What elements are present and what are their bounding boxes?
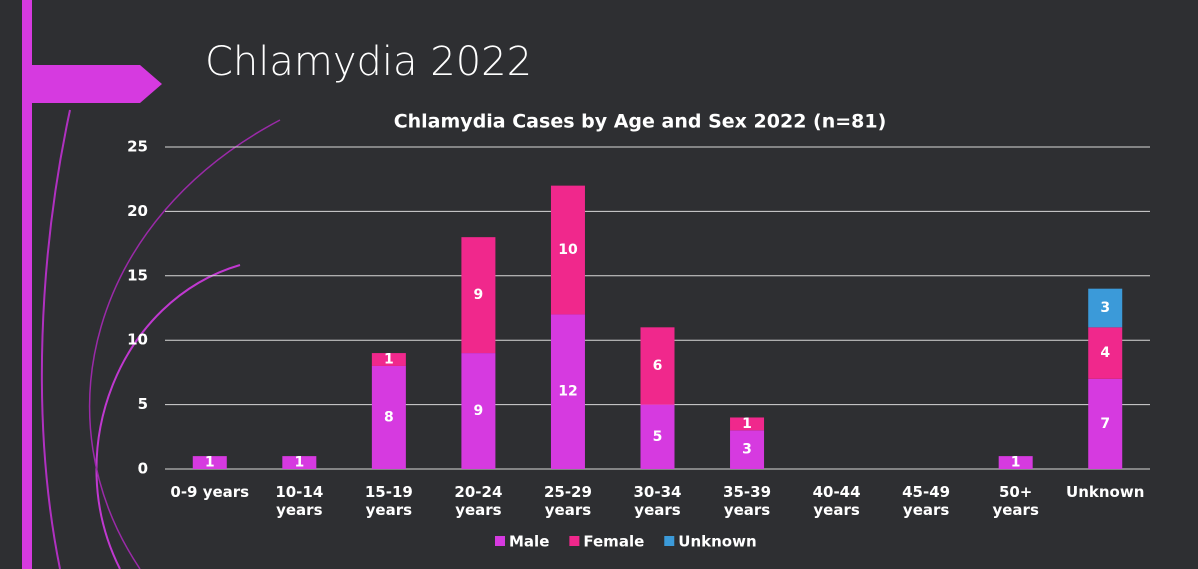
bar-segment — [192, 456, 227, 469]
curve-decoration — [40, 109, 71, 569]
y-tick-label: 15 — [127, 266, 148, 284]
y-tick-label: 0 — [138, 460, 148, 478]
data-label: 1 — [742, 416, 752, 432]
data-label: 5 — [653, 429, 663, 445]
data-label: 9 — [474, 287, 484, 303]
data-label: 9 — [474, 403, 484, 419]
data-label: 3 — [742, 442, 752, 458]
x-tick-label: 20-24 years — [454, 483, 503, 519]
x-tick-label: 15-19 years — [364, 483, 413, 519]
data-label: 1 — [294, 455, 304, 471]
bar-segment — [550, 185, 585, 315]
bar-segment — [371, 365, 406, 469]
y-tick-label: 5 — [138, 395, 148, 413]
legend-swatch — [569, 536, 580, 546]
data-label: 12 — [558, 384, 577, 400]
data-label: 1 — [205, 455, 215, 471]
x-tick-label: Unknown — [1066, 483, 1145, 501]
x-tick-label: 25-29 years — [543, 483, 592, 519]
bar-segment — [1088, 378, 1123, 469]
bar-segment — [1088, 327, 1123, 379]
data-label: 7 — [1100, 416, 1110, 432]
x-tick-label: 35-39 years — [723, 483, 772, 519]
arrow-decoration — [22, 65, 162, 103]
bar-segment — [371, 353, 406, 366]
legend-swatch — [495, 536, 505, 546]
x-tick-label: 0-9 years — [170, 483, 250, 501]
data-label: 1 — [384, 352, 394, 368]
bar-segment — [730, 430, 765, 469]
data-label: 6 — [653, 358, 663, 374]
data-label: 3 — [1100, 300, 1110, 316]
legend-swatch — [664, 536, 675, 546]
bar-segment — [282, 456, 317, 469]
x-tick-label: 40-44 years — [812, 483, 861, 519]
curve-decoration — [89, 119, 281, 569]
bar-segment — [461, 353, 496, 469]
x-tick-label: 45-49 years — [902, 483, 951, 519]
slide-title: Chlamydia 2022 — [205, 39, 532, 85]
bar-segment — [730, 417, 765, 431]
bar-segment — [1088, 288, 1123, 328]
data-label: 10 — [558, 242, 578, 258]
data-label: 8 — [384, 409, 394, 425]
x-tick-label: 30-34 years — [633, 483, 682, 519]
y-tick-label: 25 — [127, 138, 148, 156]
chart-title: Chlamydia Cases by Age and Sex 2022 (n=8… — [394, 111, 887, 133]
x-tick-label: 10-14 years — [275, 483, 324, 519]
legend-label: Female — [583, 533, 644, 551]
bar-segment — [550, 314, 585, 469]
data-label: 4 — [1100, 345, 1110, 361]
data-label: 1 — [1011, 455, 1021, 471]
bar-segment — [640, 327, 675, 405]
bar-segment — [640, 404, 675, 469]
y-tick-label: 20 — [127, 202, 148, 220]
side-strip — [22, 0, 32, 569]
x-tick-label: 50+ years — [992, 483, 1039, 519]
y-tick-label: 10 — [127, 331, 148, 349]
bar-segment — [461, 237, 496, 354]
bar-segment — [998, 456, 1033, 469]
legend-label: Unknown — [678, 533, 756, 551]
curve-decoration — [95, 264, 241, 569]
legend-label: Male — [509, 533, 549, 551]
